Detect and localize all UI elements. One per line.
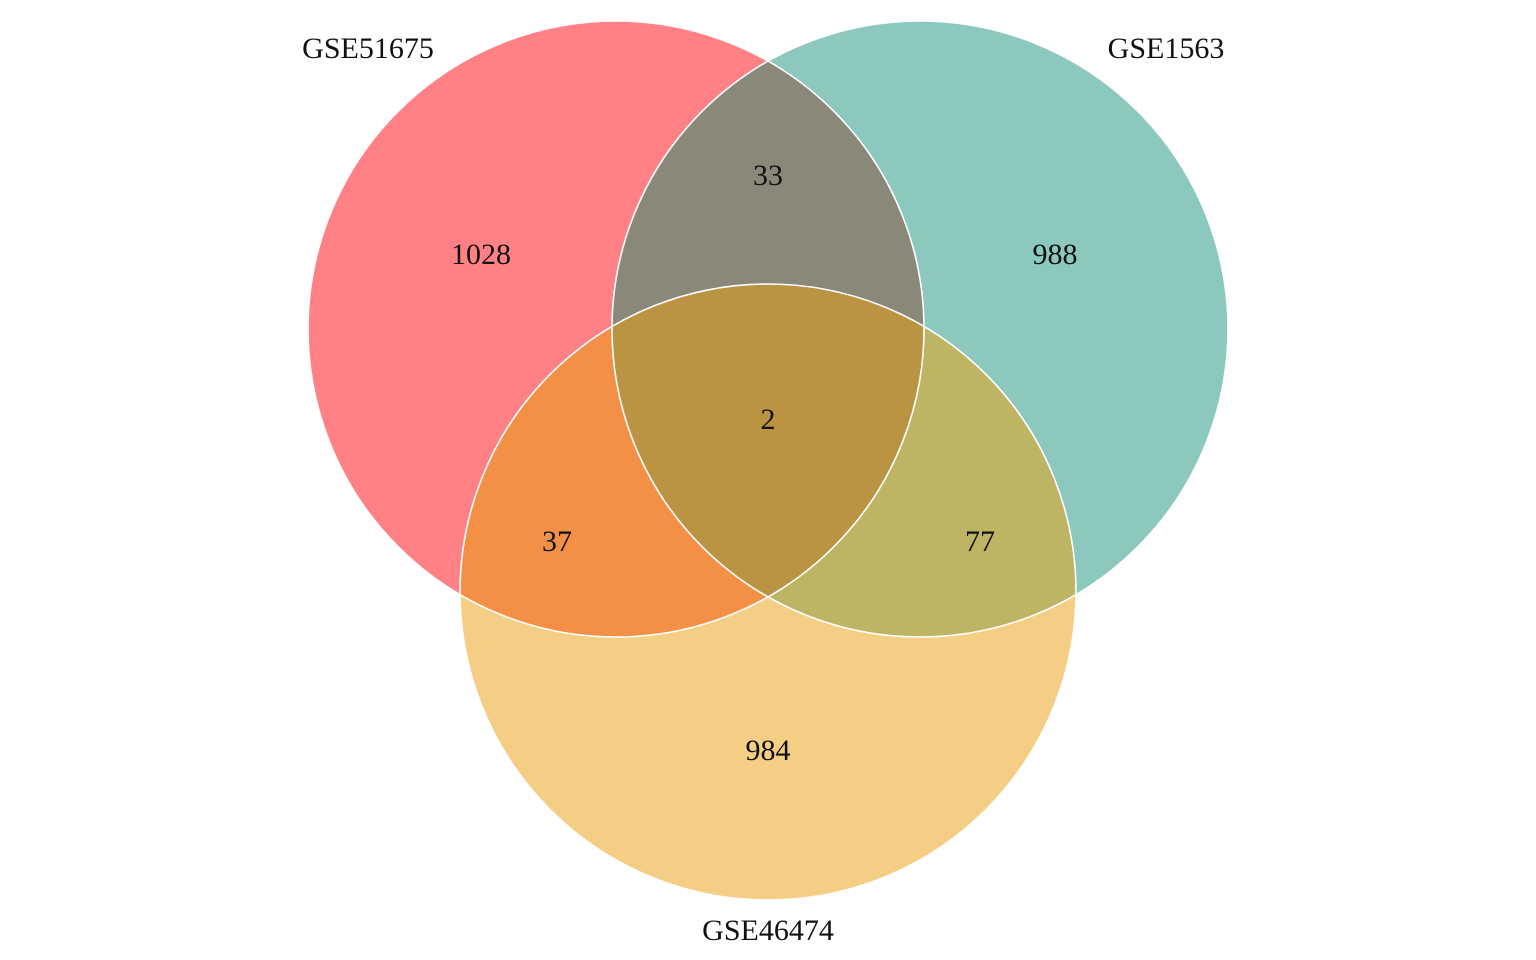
count-gse1563-gse46474: 77 [965, 525, 995, 558]
outline-gse51675 [307, 20, 925, 638]
outline-gse1563 [611, 20, 1229, 638]
set-label-gse51675: GSE51675 [302, 32, 434, 65]
count-all-three: 2 [761, 403, 776, 436]
outline-gse46474 [459, 283, 1077, 901]
count-gse51675-gse1563: 33 [753, 159, 783, 192]
count-only-gse46474: 984 [746, 734, 791, 767]
count-only-gse1563: 988 [1033, 238, 1078, 271]
set-label-gse46474: GSE46474 [702, 914, 834, 947]
set-label-gse1563: GSE1563 [1108, 32, 1225, 65]
count-gse51675-gse46474: 37 [542, 525, 572, 558]
count-only-gse51675: 1028 [451, 238, 511, 271]
